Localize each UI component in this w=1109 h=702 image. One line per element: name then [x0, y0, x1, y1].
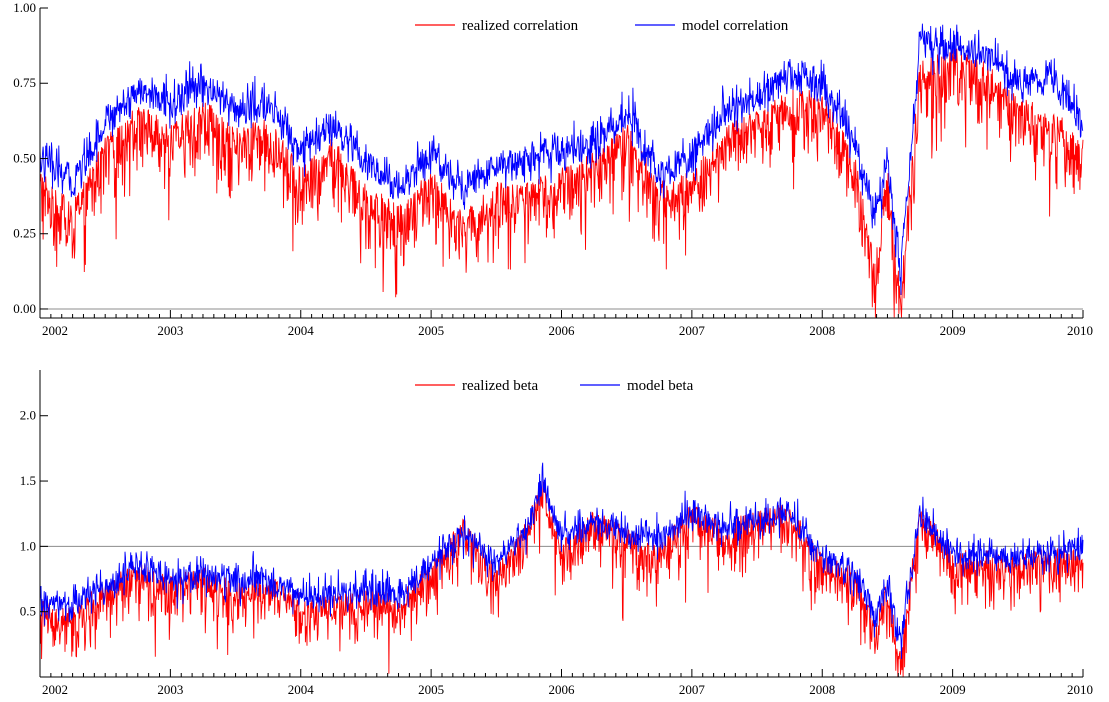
y-tick-label: 0.50: [13, 150, 36, 165]
y-tick-label: 1.0: [20, 538, 36, 553]
y-tick-label: 0.75: [13, 75, 36, 90]
series-line-model-beta: [39, 462, 1084, 660]
x-tick-label: 2006: [549, 323, 576, 338]
x-tick-label: 2003: [157, 682, 183, 697]
x-tick-label: 2009: [940, 323, 966, 338]
x-tick-label: 2010: [1067, 323, 1093, 338]
x-tick-label: 2007: [679, 682, 706, 697]
x-tick-label: 2009: [940, 682, 966, 697]
legend-label-realized-beta: realized beta: [462, 378, 539, 394]
y-tick-label: 0.25: [13, 226, 36, 241]
x-tick-label: 2006: [549, 682, 576, 697]
beta-panel: 0.5 1.0 1.5 2.0 2002 2003 2004 2005 2006 2007 2008…: [20, 370, 1093, 697]
series-line-realized-correlation: [39, 48, 1084, 318]
legend-label-realized-correlation: realized correlation: [462, 18, 579, 34]
y-tick-label: 0.00: [13, 301, 36, 316]
correlation-panel: 0.00 0.25 0.50 0.75 1.00 2002 2003 2004 2005 2006…: [13, 0, 1093, 338]
x-tick-label: 2008: [809, 323, 835, 338]
legend-label-model-beta: model beta: [627, 378, 694, 394]
x-tick-label: 2002: [42, 323, 68, 338]
x-tick-label: 2004: [288, 323, 315, 338]
x-tick-label: 2008: [809, 682, 835, 697]
series-line-model-correlation: [39, 23, 1084, 296]
x-tick-label: 2004: [288, 682, 315, 697]
y-tick-label: 1.00: [13, 0, 36, 15]
x-tick-label: 2002: [42, 682, 68, 697]
legend-label-model-correlation: model correlation: [682, 18, 789, 34]
x-tick-label: 2005: [418, 682, 444, 697]
x-tick-label: 2010: [1067, 682, 1093, 697]
y-tick-label: 1.5: [20, 473, 36, 488]
x-tick-label: 2003: [157, 323, 183, 338]
y-tick-label: 0.5: [20, 604, 36, 619]
y-tick-label: 2.0: [20, 408, 36, 423]
x-tick-label: 2005: [418, 323, 444, 338]
x-tick-label: 2007: [679, 323, 706, 338]
